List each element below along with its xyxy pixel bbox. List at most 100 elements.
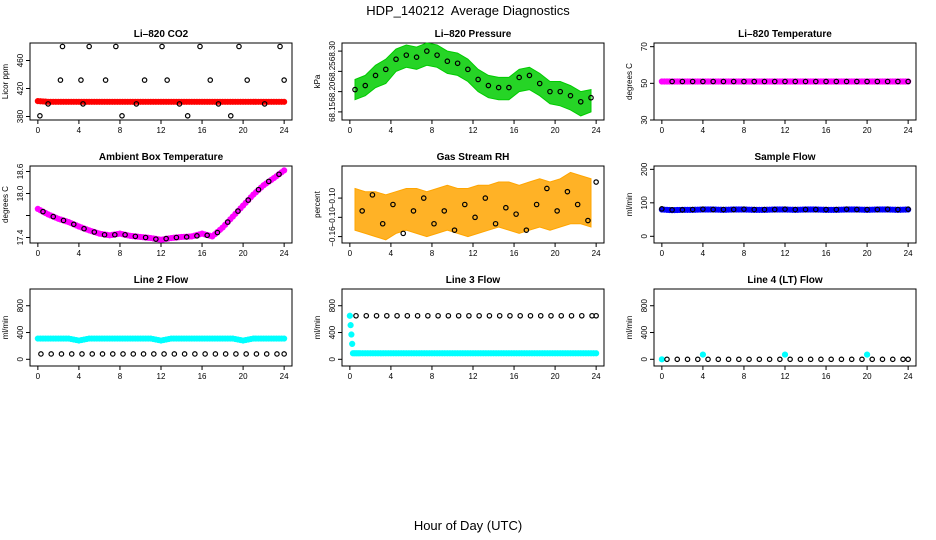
data-point (113, 43, 119, 50)
data-point (689, 206, 696, 213)
x-tick-label: 0 (660, 372, 665, 381)
data-point (165, 98, 172, 105)
data-point (527, 312, 534, 319)
data-point (68, 351, 75, 357)
data-point (823, 206, 829, 213)
data-point (751, 206, 758, 213)
data-point (761, 206, 768, 213)
data-point (186, 98, 193, 105)
x-axis-label: Hour of Day (UTC) (413, 518, 523, 533)
data-point (420, 195, 427, 201)
y-axis-label: degrees C (625, 63, 634, 100)
x-tick-label: 20 (239, 126, 248, 135)
x-tick-label: 4 (701, 249, 706, 258)
x-tick-label: 16 (510, 126, 519, 135)
x-tick-label: 4 (389, 372, 394, 381)
data-point (889, 356, 896, 363)
data-point (425, 312, 431, 319)
x-tick-label: 12 (781, 249, 790, 258)
x-tick-label: 20 (863, 249, 872, 258)
data-point (257, 335, 265, 342)
data-point (212, 351, 219, 357)
data-point (114, 98, 121, 105)
data-point (196, 98, 203, 105)
data-point (369, 192, 376, 198)
data-point (792, 206, 799, 213)
data-point (694, 356, 701, 363)
y-tick-label: 100 (640, 196, 649, 210)
x-tick-label: 16 (822, 249, 831, 258)
data-point (222, 351, 229, 357)
data-point (400, 230, 407, 237)
data-point (674, 356, 681, 363)
x-tick-label: 20 (239, 372, 248, 381)
data-point (710, 78, 716, 85)
data-point (523, 227, 530, 233)
data-point (507, 312, 513, 319)
x-tick-label: 12 (157, 372, 166, 381)
data-point (52, 335, 59, 342)
data-point (547, 88, 553, 95)
y-tick-label: 460 (16, 53, 25, 67)
data-point (268, 335, 275, 342)
x-tick-label: 20 (551, 249, 560, 258)
data-point (83, 335, 90, 343)
data-point (347, 322, 354, 329)
data-point (434, 52, 440, 58)
panel-title: Li–820 Pressure (435, 29, 512, 40)
data-point (379, 220, 386, 227)
data-point (58, 351, 65, 357)
x-tick-label: 24 (592, 372, 601, 381)
data-point (736, 356, 742, 363)
data-point (202, 351, 208, 357)
data-point (874, 78, 881, 85)
data-point (141, 77, 148, 83)
data-point (410, 208, 417, 214)
data-point (864, 206, 870, 213)
x-tick-label: 8 (118, 372, 123, 381)
data-point (578, 312, 585, 319)
data-point (761, 78, 768, 85)
data-point (720, 206, 727, 213)
data-point (725, 356, 732, 363)
data-point (508, 350, 515, 357)
data-point (42, 209, 49, 217)
y-tick-label: 18.0 (16, 185, 25, 201)
x-tick-label: 0 (36, 126, 41, 135)
data-point (485, 82, 492, 89)
data-point (393, 56, 399, 63)
data-point (444, 58, 451, 65)
data-point (405, 350, 412, 357)
x-tick-label: 24 (592, 249, 601, 258)
data-point (104, 98, 111, 105)
data-point (797, 356, 804, 363)
data-point (771, 206, 778, 213)
data-point (102, 77, 109, 83)
data-point (214, 229, 221, 236)
data-band (354, 42, 592, 117)
data-point (73, 336, 80, 344)
y-tick-label: 200 (640, 162, 649, 176)
data-point (593, 179, 599, 185)
data-point (905, 206, 911, 212)
data-point (413, 54, 420, 60)
data-point (385, 350, 392, 357)
y-tick-label: 18.6 (16, 163, 25, 179)
panel-title: Line 4 (LT) Flow (747, 275, 823, 286)
data-point (905, 356, 911, 363)
data-point (461, 201, 468, 208)
data-point (517, 312, 524, 319)
data-point (472, 214, 478, 221)
data-point (766, 356, 773, 363)
data-point (539, 350, 546, 357)
data-point (781, 351, 789, 358)
data-point (277, 43, 283, 50)
y-tick-label: 400 (640, 325, 649, 339)
data-point (528, 350, 536, 357)
data-point (864, 78, 870, 85)
data-point (513, 211, 519, 217)
data-point (274, 351, 280, 357)
data-point (372, 72, 379, 79)
x-tick-label: 8 (742, 372, 747, 381)
x-tick-label: 12 (157, 126, 166, 135)
